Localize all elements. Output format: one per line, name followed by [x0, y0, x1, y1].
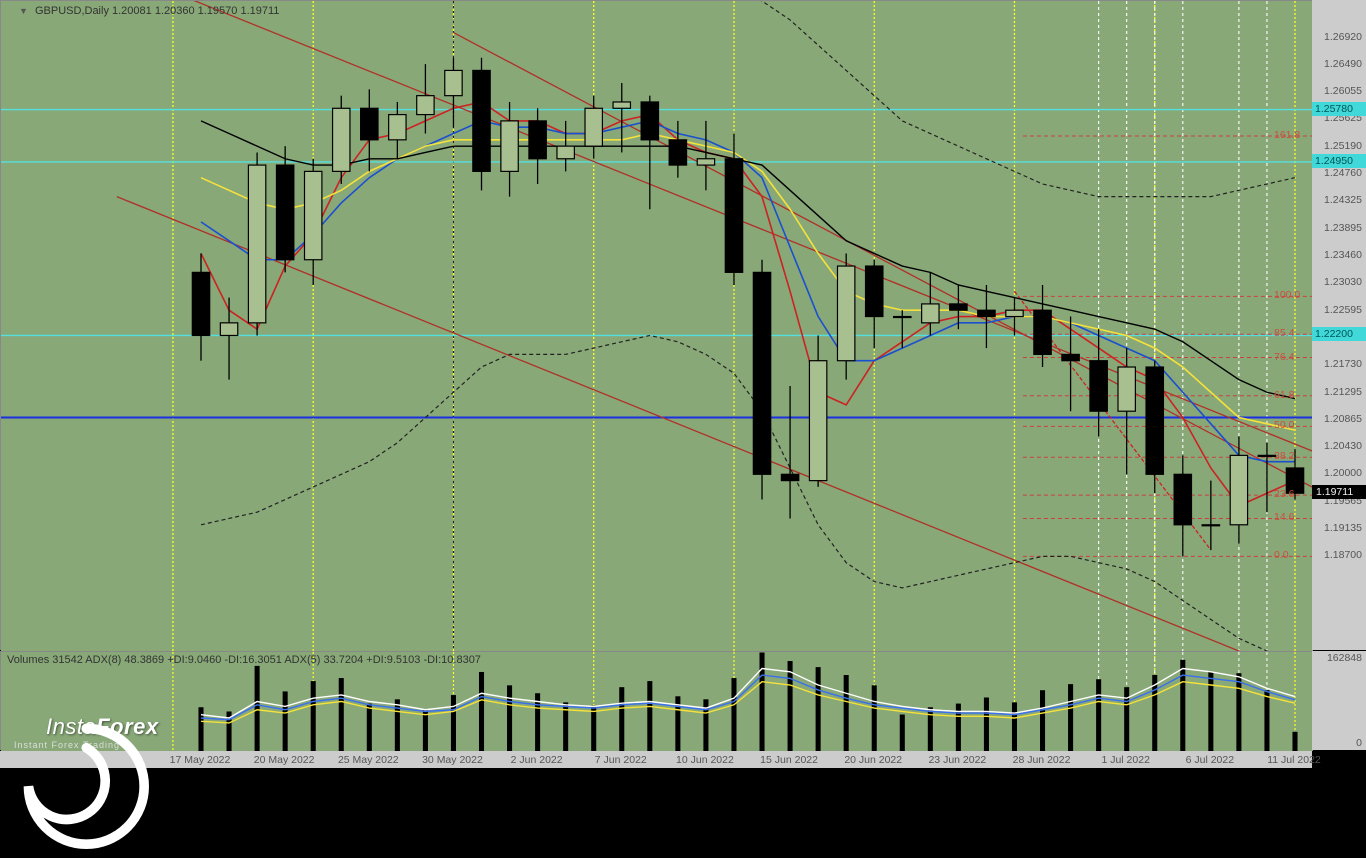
x-axis: 17 May 2022 20 May 2022 25 May 2022 30 May …	[0, 751, 1312, 768]
x-tick: 20 Jun 2022	[844, 754, 902, 766]
watermark-logo: InstaForex Instant Forex Trading	[14, 714, 159, 750]
logo-swirl-icon	[14, 714, 42, 742]
x-tick: 11 Jul 2022	[1267, 754, 1321, 766]
fib-level-label: 161.8	[1274, 129, 1300, 141]
y-axis-main: 1.269201.264901.260551.256251.251901.247…	[1312, 0, 1366, 650]
main-chart-svg	[1, 1, 1313, 651]
y-tick: 1.23895	[1324, 222, 1362, 234]
fib-level-label: 0.0	[1274, 549, 1289, 561]
y-tick: 1.24760	[1324, 167, 1362, 179]
y-tick: 1.23030	[1324, 276, 1362, 288]
indicator-y-tick: 162848	[1327, 652, 1362, 664]
x-tick: 6 Jul 2022	[1186, 754, 1234, 766]
y-tick: 1.19135	[1324, 522, 1362, 534]
x-tick: 1 Jul 2022	[1101, 754, 1149, 766]
fib-level-label: 100.0	[1274, 289, 1300, 301]
x-tick: 7 Jun 2022	[595, 754, 647, 766]
indicator-title: Volumes 31542 ADX(8) 48.3869 +DI:9.0460 …	[7, 654, 481, 666]
chart-container: ▼ GBPUSD,Daily 1.20081 1.20360 1.19570 1…	[0, 0, 1366, 768]
x-tick: 10 Jun 2022	[676, 754, 734, 766]
x-tick: 23 Jun 2022	[928, 754, 986, 766]
fib-level-label: 14.6	[1274, 511, 1294, 523]
fib-level-label: 61.8	[1274, 389, 1294, 401]
fib-level-label: 38.2	[1274, 450, 1294, 462]
chart-title: ▼ GBPUSD,Daily 1.20081 1.20360 1.19570 1…	[19, 5, 279, 17]
y-tick: 1.26055	[1324, 85, 1362, 97]
y-tick: 1.20000	[1324, 467, 1362, 479]
hline-price-tag: 1.22200	[1312, 327, 1366, 341]
indicator-y-tick: 0	[1356, 737, 1362, 749]
fib-level-label: 85.4	[1274, 327, 1294, 339]
y-tick: 1.26490	[1324, 58, 1362, 70]
x-tick: 28 Jun 2022	[1013, 754, 1071, 766]
fib-level-label: 23.6	[1274, 488, 1294, 500]
y-tick: 1.24325	[1324, 194, 1362, 206]
fib-level-label: 50.0	[1274, 419, 1294, 431]
x-tick: 20 May 2022	[254, 754, 315, 766]
x-tick: 17 May 2022	[170, 754, 231, 766]
x-tick: 15 Jun 2022	[760, 754, 818, 766]
current-price-tag: 1.19711	[1312, 485, 1366, 499]
y-tick: 1.22595	[1324, 304, 1362, 316]
fib-level-label: 76.4	[1274, 351, 1294, 363]
indicator-chart[interactable]: Volumes 31542 ADX(8) 48.3869 +DI:9.0460 …	[0, 651, 1312, 750]
y-tick: 1.21295	[1324, 386, 1362, 398]
y-tick: 1.20865	[1324, 413, 1362, 425]
indicator-chart-svg	[1, 652, 1313, 751]
y-axis-indicator: 162848 0	[1312, 651, 1366, 750]
main-price-chart[interactable]: ▼ GBPUSD,Daily 1.20081 1.20360 1.19570 1…	[0, 0, 1312, 650]
y-tick: 1.21730	[1324, 358, 1362, 370]
x-tick: 25 May 2022	[338, 754, 399, 766]
y-tick: 1.26920	[1324, 31, 1362, 43]
x-tick: 30 May 2022	[422, 754, 483, 766]
y-tick: 1.23460	[1324, 249, 1362, 261]
y-tick: 1.25190	[1324, 140, 1362, 152]
x-tick: 2 Jun 2022	[511, 754, 563, 766]
y-tick: 1.20430	[1324, 440, 1362, 452]
hline-price-tag: 1.24950	[1312, 154, 1366, 168]
chart-dropdown-icon[interactable]: ▼	[19, 6, 28, 16]
y-tick: 1.18700	[1324, 549, 1362, 561]
hline-price-tag: 1.25780	[1312, 102, 1366, 116]
